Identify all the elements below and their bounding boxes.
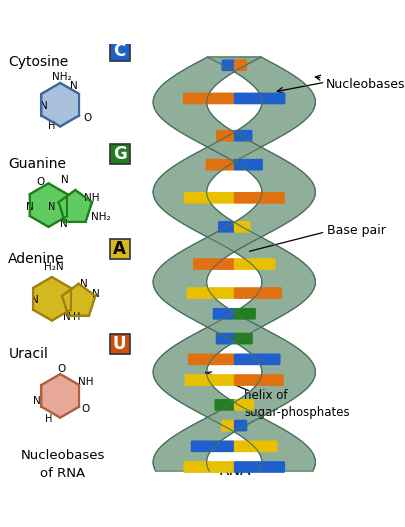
Polygon shape [59,190,92,222]
Text: Nucleobases
of RNA: Nucleobases of RNA [21,450,105,481]
FancyBboxPatch shape [110,41,130,61]
FancyBboxPatch shape [234,308,256,320]
FancyBboxPatch shape [183,461,234,473]
FancyBboxPatch shape [234,130,252,142]
FancyBboxPatch shape [213,308,234,320]
FancyBboxPatch shape [110,144,130,164]
Text: N: N [63,312,71,322]
Text: H: H [48,121,55,131]
Text: NH₂: NH₂ [91,212,110,222]
FancyBboxPatch shape [234,419,247,432]
Polygon shape [41,374,79,417]
FancyBboxPatch shape [110,239,130,259]
Text: Guanine: Guanine [9,158,66,171]
Text: N: N [48,202,55,212]
FancyBboxPatch shape [234,461,285,473]
Polygon shape [30,183,67,227]
Text: N: N [92,289,99,299]
Text: N: N [33,396,40,406]
Text: NH: NH [84,193,100,203]
Text: G: G [113,145,126,163]
FancyBboxPatch shape [183,93,234,104]
FancyBboxPatch shape [216,130,234,142]
FancyBboxPatch shape [234,333,253,345]
Text: N: N [62,175,69,185]
FancyBboxPatch shape [215,399,234,411]
FancyBboxPatch shape [184,192,234,203]
Polygon shape [41,83,79,126]
FancyBboxPatch shape [234,441,278,452]
Text: O: O [36,177,44,187]
Polygon shape [33,277,71,320]
FancyBboxPatch shape [191,441,234,452]
FancyBboxPatch shape [234,60,247,71]
Text: U: U [113,335,126,353]
FancyBboxPatch shape [110,334,130,354]
Text: helix of
sugar-phosphates: helix of sugar-phosphates [244,389,350,418]
Text: Uracil: Uracil [9,347,48,362]
Polygon shape [153,57,315,471]
FancyBboxPatch shape [216,333,234,345]
Text: N: N [31,296,39,306]
Text: A: A [113,240,126,258]
Text: O: O [81,404,90,414]
Text: RNA: RNA [218,463,250,478]
Polygon shape [153,57,315,471]
FancyBboxPatch shape [234,221,251,232]
Text: Adenine: Adenine [9,252,65,266]
Text: NH₂: NH₂ [52,72,72,82]
FancyBboxPatch shape [206,159,234,171]
Text: N: N [40,101,47,111]
Text: NH: NH [78,377,93,387]
FancyBboxPatch shape [234,258,275,270]
FancyBboxPatch shape [185,374,234,386]
Polygon shape [62,284,95,316]
Text: O: O [58,364,66,374]
FancyBboxPatch shape [234,159,263,171]
FancyBboxPatch shape [234,93,286,104]
Text: H₂N: H₂N [44,262,63,272]
Text: N: N [70,81,77,91]
Text: Cytosine: Cytosine [9,54,68,69]
Text: H: H [73,312,81,322]
FancyBboxPatch shape [218,221,234,232]
FancyBboxPatch shape [222,60,234,71]
FancyBboxPatch shape [188,354,234,365]
FancyBboxPatch shape [234,399,254,411]
Text: N: N [60,219,68,229]
FancyBboxPatch shape [187,287,234,299]
Text: H: H [45,414,52,424]
Text: Base pair: Base pair [327,223,386,237]
Text: C: C [113,42,126,60]
FancyBboxPatch shape [221,419,234,432]
Text: N: N [80,279,87,289]
Text: Nucleobases: Nucleobases [315,75,405,91]
FancyBboxPatch shape [234,192,285,203]
FancyBboxPatch shape [193,258,234,270]
Text: O: O [83,113,91,123]
FancyBboxPatch shape [234,287,282,299]
FancyBboxPatch shape [234,374,284,386]
Text: N: N [26,202,34,212]
FancyBboxPatch shape [234,354,281,365]
